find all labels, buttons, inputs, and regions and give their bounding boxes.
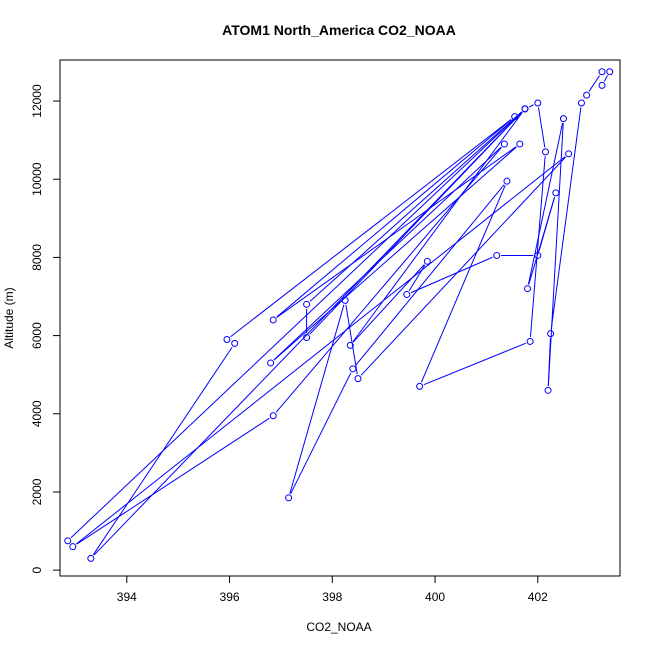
x-tick-label: 398 [322, 590, 342, 604]
series-segment [276, 119, 512, 318]
series-segment [588, 75, 600, 92]
series-segment [529, 156, 546, 338]
series-segment [93, 111, 523, 556]
data-point [534, 251, 542, 259]
y-axis: 0 2000 4000 6000 8000 10000 12000 [30, 84, 61, 573]
data-point [346, 341, 354, 349]
series-segment [410, 256, 493, 294]
data-point [547, 330, 555, 338]
x-tick-label: 396 [220, 590, 240, 604]
data-point [598, 81, 606, 89]
series-segment [408, 264, 426, 291]
y-tick-label: 0 [30, 566, 44, 573]
series-segment [345, 304, 358, 375]
series-segment [273, 146, 517, 361]
y-tick-label: 8000 [30, 244, 44, 271]
data-point [416, 382, 424, 390]
data-point [341, 296, 349, 304]
series-segment [352, 264, 425, 343]
data-point [354, 375, 362, 383]
series-segment [603, 75, 608, 82]
series-segment [527, 122, 564, 285]
series-segment [289, 304, 345, 494]
x-axis-label: CO2_NOAA [306, 620, 371, 634]
data-point [303, 334, 311, 342]
data-point [606, 68, 614, 76]
data-point [269, 412, 277, 420]
series-segment [92, 346, 233, 555]
data-point [423, 257, 431, 265]
data-point [500, 140, 508, 148]
series-segment [528, 104, 534, 108]
data-point [521, 105, 529, 113]
data-point [552, 189, 560, 197]
data-point [544, 386, 552, 394]
x-axis: 394 396 398 400 402 [117, 575, 548, 604]
data-point [303, 300, 311, 308]
series-segment [547, 123, 564, 386]
chart-title: ATOM1 North_America CO2_NOAA [222, 22, 456, 38]
data-point [267, 359, 275, 367]
y-tick-label: 10000 [30, 162, 44, 196]
series-segment [352, 112, 523, 343]
series-segment [547, 338, 551, 386]
data-point [577, 99, 585, 107]
data-point [64, 537, 72, 545]
data-point [559, 115, 567, 123]
data-point [403, 291, 411, 299]
data-point [598, 68, 606, 76]
y-tick-label: 6000 [30, 322, 44, 349]
data-point [526, 337, 534, 345]
series-segment [360, 156, 566, 376]
data-point [285, 494, 293, 502]
y-tick-label: 4000 [30, 400, 44, 427]
x-tick-label: 402 [528, 590, 548, 604]
data-point [534, 99, 542, 107]
series-segment [550, 107, 582, 330]
series-segment [355, 184, 505, 366]
series-segment [423, 342, 527, 386]
series-segment [76, 156, 566, 545]
data-point [223, 336, 231, 343]
data-point [511, 113, 519, 121]
y-tick-label: 2000 [30, 478, 44, 505]
data-point [349, 365, 357, 373]
data-point [493, 251, 501, 259]
data-point [269, 316, 277, 324]
data-point [542, 148, 550, 156]
series-segment [230, 119, 512, 338]
series-segment [70, 111, 523, 539]
series-segment [309, 111, 522, 302]
data-point [583, 91, 591, 99]
y-axis-label: Altitude (m) [2, 287, 16, 348]
data-point [516, 140, 524, 148]
series-segment [528, 197, 555, 285]
series-segment [290, 372, 352, 495]
data-point [231, 339, 239, 347]
series-segment [538, 107, 546, 148]
series-segment [76, 417, 270, 545]
x-tick-label: 394 [117, 590, 137, 604]
series-segment [420, 185, 506, 383]
y-tick-label: 12000 [30, 84, 44, 118]
series-layer [64, 68, 614, 562]
data-point [524, 285, 532, 293]
data-point [87, 554, 95, 562]
x-tick-label: 400 [425, 590, 445, 604]
data-point [503, 177, 511, 185]
data-point [69, 543, 77, 551]
data-point [565, 150, 573, 158]
